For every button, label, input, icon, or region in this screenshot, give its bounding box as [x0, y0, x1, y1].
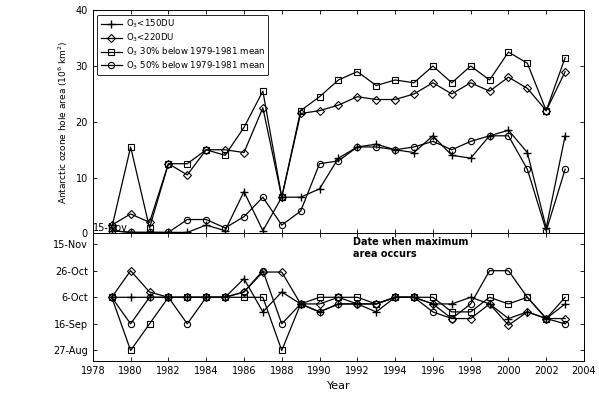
Y-axis label: Antarctic ozone hole area (10$^6$ km$^2$): Antarctic ozone hole area (10$^6$ km$^2$… — [57, 40, 70, 204]
X-axis label: Year: Year — [326, 381, 350, 392]
Text: Date when maximum
area occurs: Date when maximum area occurs — [353, 237, 468, 259]
Legend: O$_3$<150DU, O$_3$<220DU, O$_3$ 30% below 1979-1981 mean, O$_3$ 50% below 1979-1: O$_3$<150DU, O$_3$<220DU, O$_3$ 30% belo… — [97, 15, 268, 75]
Text: 15-Nov: 15-Nov — [93, 224, 128, 233]
